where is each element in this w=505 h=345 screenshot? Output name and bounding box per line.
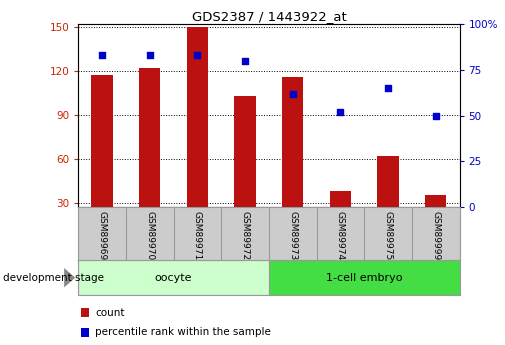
- Polygon shape: [64, 268, 75, 287]
- Bar: [377, 156, 399, 207]
- Text: GSM89969: GSM89969: [97, 211, 107, 260]
- Text: GSM89975: GSM89975: [384, 211, 392, 260]
- Point: [432, 113, 440, 118]
- Point: [98, 52, 106, 58]
- Bar: [187, 27, 208, 207]
- Text: 1-cell embryo: 1-cell embryo: [326, 273, 402, 283]
- Point: [241, 58, 249, 63]
- Text: GSM89970: GSM89970: [145, 211, 154, 260]
- Point: [384, 85, 392, 91]
- Text: count: count: [95, 308, 125, 318]
- Bar: [234, 96, 256, 207]
- Bar: [282, 77, 304, 207]
- Text: GSM89999: GSM89999: [431, 211, 440, 260]
- Bar: [91, 75, 113, 207]
- Text: GSM89972: GSM89972: [240, 211, 249, 260]
- Bar: [81, 328, 89, 337]
- Bar: [78, 260, 269, 295]
- Text: oocyte: oocyte: [155, 273, 192, 283]
- Point: [336, 109, 344, 115]
- Title: GDS2387 / 1443922_at: GDS2387 / 1443922_at: [191, 10, 346, 23]
- Text: GSM89974: GSM89974: [336, 211, 345, 260]
- Text: percentile rank within the sample: percentile rank within the sample: [95, 327, 271, 337]
- Bar: [330, 191, 351, 207]
- Text: development stage: development stage: [3, 273, 104, 283]
- Bar: [269, 260, 460, 295]
- Point: [289, 91, 297, 96]
- Point: [146, 52, 154, 58]
- Bar: [425, 195, 446, 207]
- Text: GSM89971: GSM89971: [193, 211, 202, 260]
- Bar: [81, 308, 89, 317]
- Text: GSM89973: GSM89973: [288, 211, 297, 260]
- Point: [193, 52, 201, 58]
- Bar: [139, 68, 161, 207]
